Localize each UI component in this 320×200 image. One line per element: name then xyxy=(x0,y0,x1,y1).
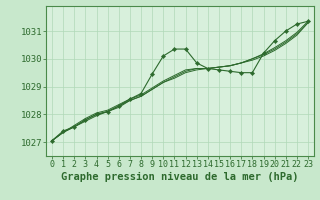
X-axis label: Graphe pression niveau de la mer (hPa): Graphe pression niveau de la mer (hPa) xyxy=(61,172,299,182)
